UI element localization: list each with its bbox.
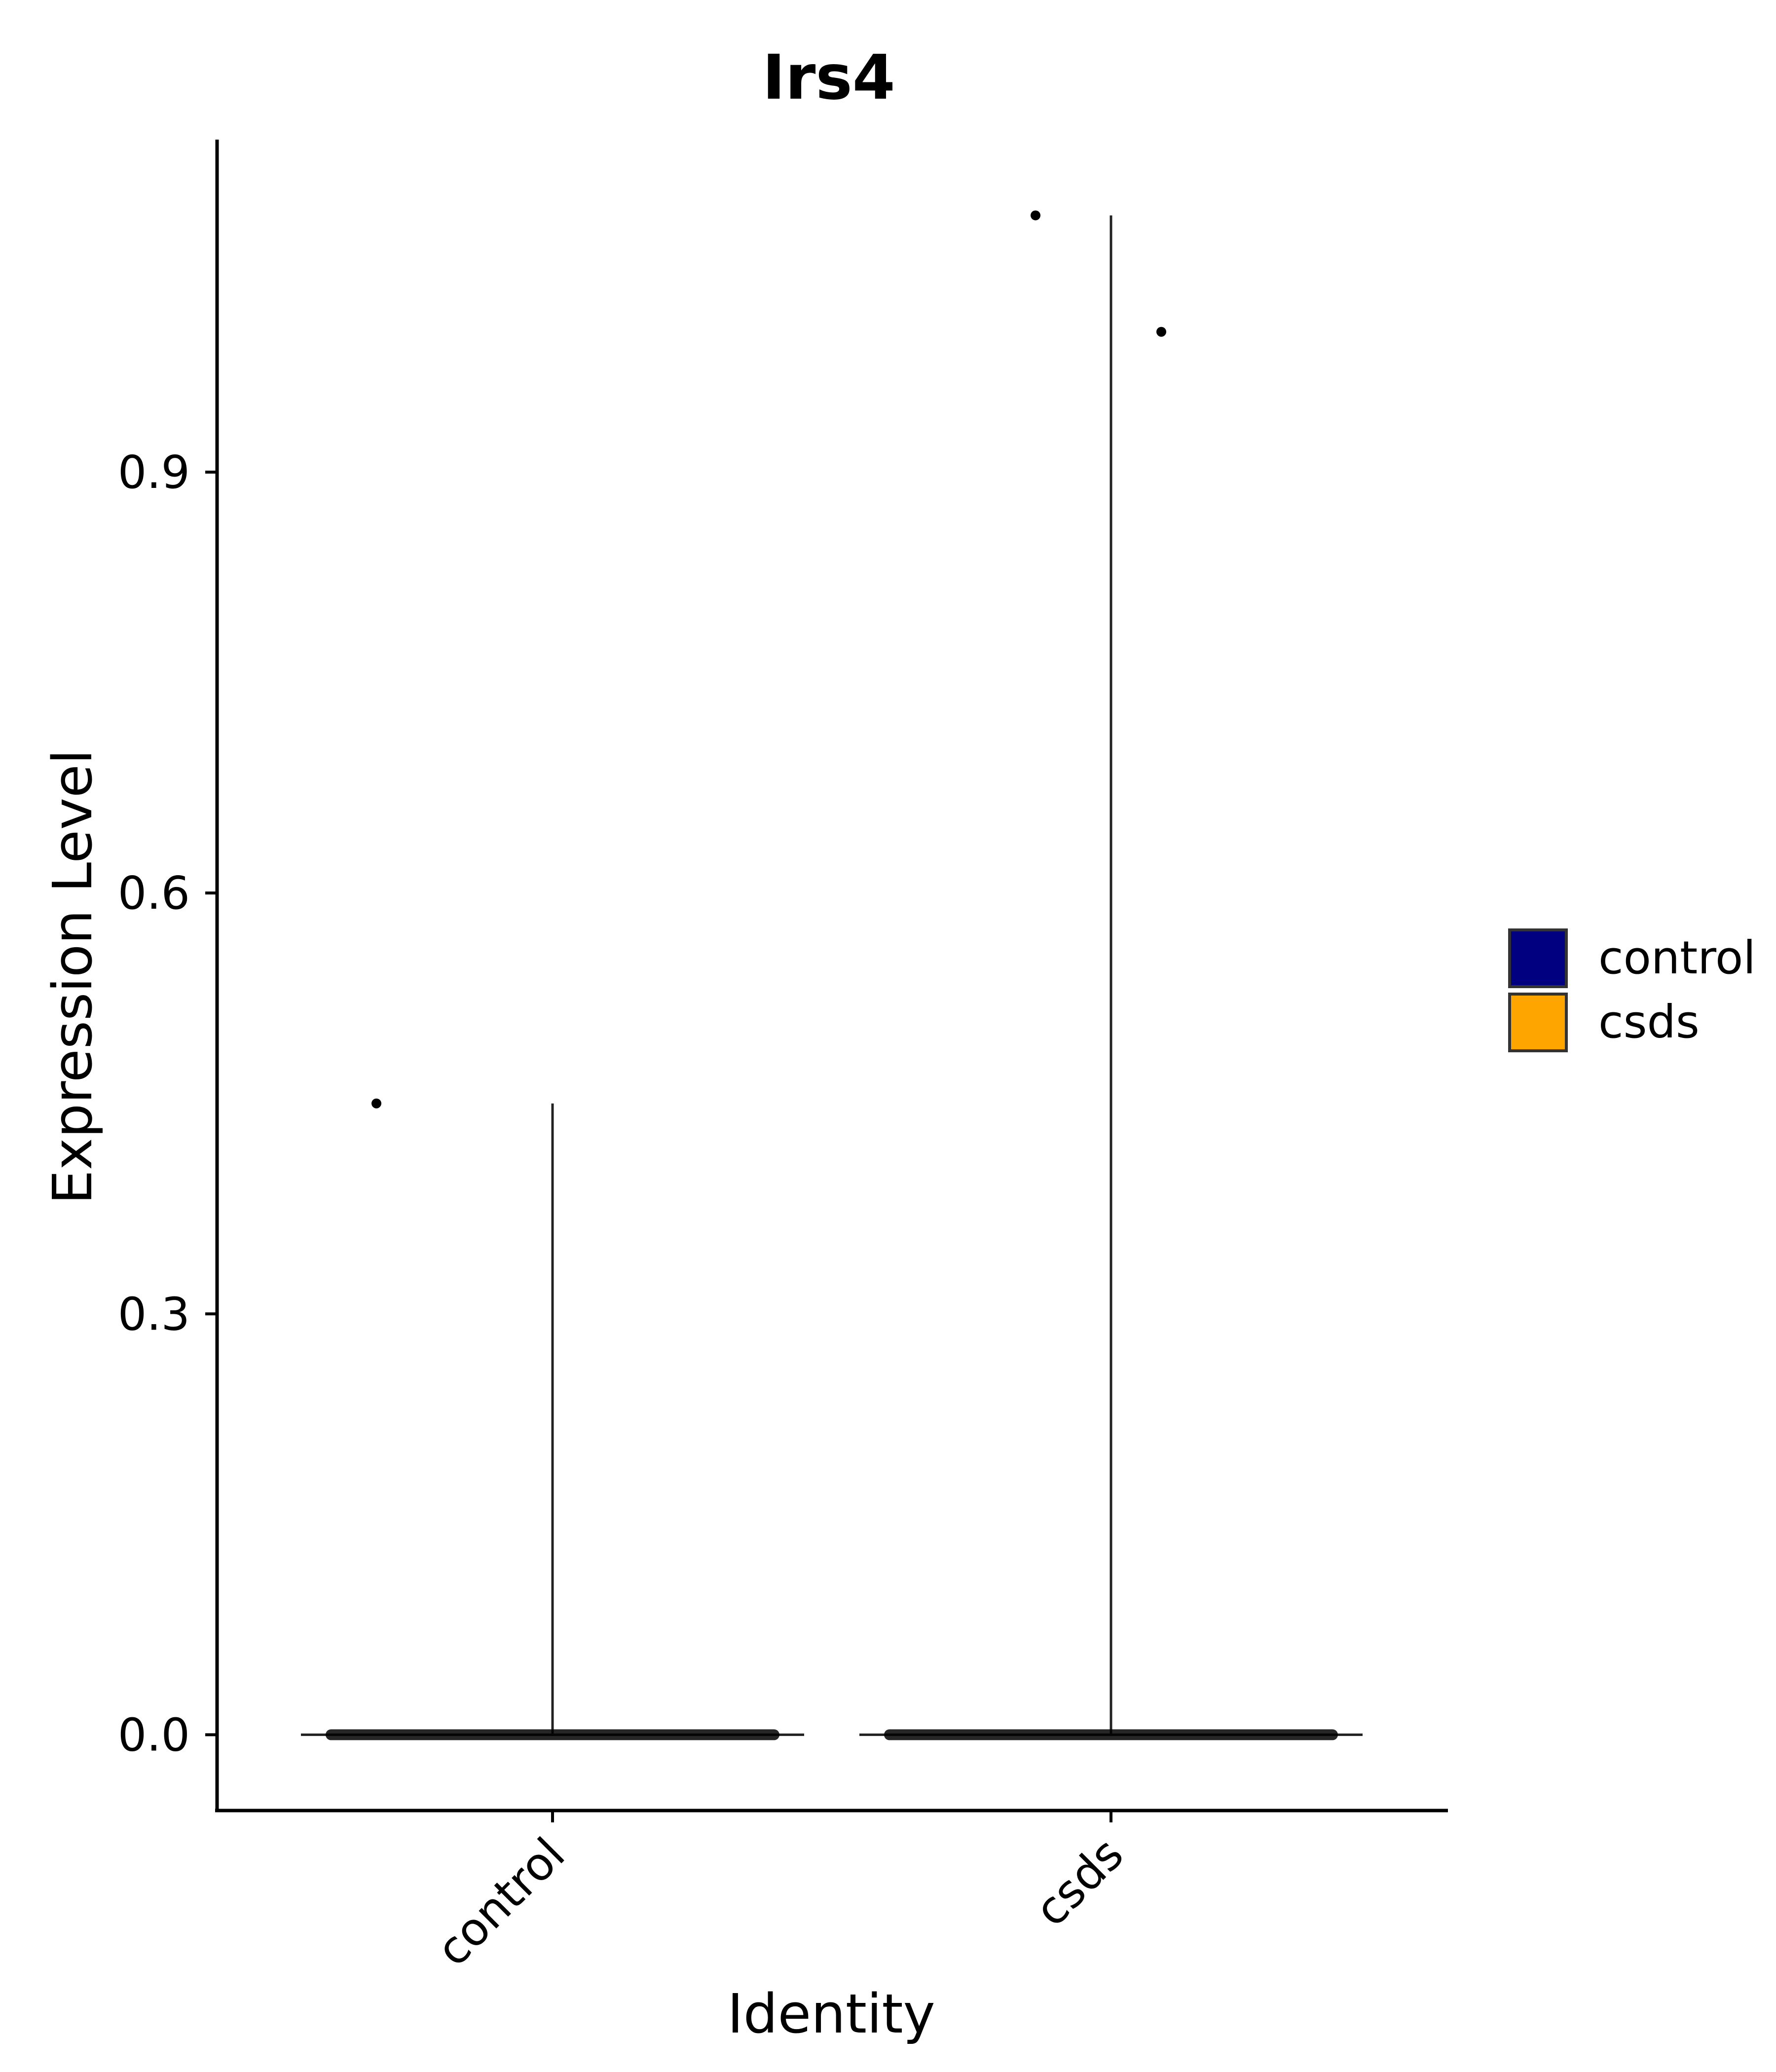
outlier-point bbox=[371, 1098, 381, 1109]
x-ticks: control csds bbox=[426, 1811, 1134, 1976]
outlier-point bbox=[1031, 210, 1040, 221]
violin-csds bbox=[859, 210, 1363, 1740]
outlier-point bbox=[1156, 327, 1166, 337]
y-tick-label: 0.6 bbox=[118, 867, 190, 920]
y-ticks: 0.0 0.3 0.6 0.9 bbox=[118, 446, 217, 1761]
chart-title: Irs4 bbox=[762, 42, 895, 113]
plot-area bbox=[301, 210, 1363, 1740]
violin-control bbox=[301, 1098, 804, 1740]
x-tick-label: csds bbox=[1025, 1828, 1134, 1937]
legend-label: control bbox=[1598, 931, 1756, 984]
x-tick-label: control bbox=[426, 1828, 575, 1976]
y-axis-label: Expression Level bbox=[41, 749, 104, 1204]
y-tick-label: 0.0 bbox=[118, 1708, 190, 1761]
y-tick-label: 0.3 bbox=[118, 1288, 190, 1340]
legend-swatch bbox=[1508, 993, 1568, 1052]
legend-label: csds bbox=[1598, 996, 1700, 1048]
legend-item-control: control bbox=[1508, 928, 1756, 988]
legend-swatch bbox=[1508, 928, 1568, 988]
x-axis-label: Identity bbox=[727, 1982, 935, 2045]
y-tick-label: 0.9 bbox=[118, 446, 190, 499]
zero-points-band bbox=[326, 1729, 779, 1740]
legend-item-csds: csds bbox=[1508, 993, 1700, 1052]
legend: control csds bbox=[1508, 928, 1756, 1052]
zero-points-band bbox=[884, 1729, 1338, 1740]
